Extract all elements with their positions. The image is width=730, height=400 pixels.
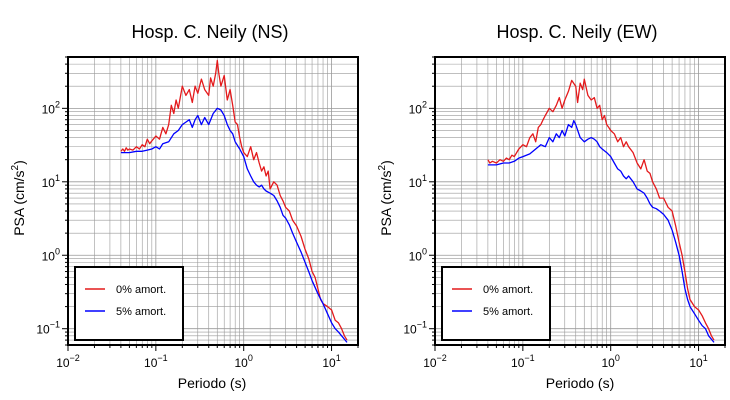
x-tick-label: 101 <box>322 353 340 370</box>
y-tick-label-exp: −1 <box>50 320 60 330</box>
y-axis-label-sup: 2 <box>10 164 21 170</box>
legend: 0% amort. 5% amort. <box>441 266 551 341</box>
y-tick-label-exp: 0 <box>422 246 427 256</box>
y-axis-label-close: ) <box>378 160 394 165</box>
x-tick-label-exp: −1 <box>157 353 167 363</box>
y-axis-label: PSA (cm/s2) <box>377 160 394 236</box>
series-line-0 <box>120 59 348 341</box>
series-line-0 <box>487 78 715 341</box>
x-tick-label-exp: 1 <box>336 353 341 363</box>
y-tick-label-base: 10 <box>42 176 56 190</box>
legend-box <box>74 266 184 341</box>
chart-panel-ns: Hosp. C. Neily (NS) Periodo (s) PSA (cm/… <box>10 22 359 391</box>
x-tick-label-exp: −2 <box>70 353 80 363</box>
legend-box <box>441 266 551 341</box>
plot-frame <box>67 56 359 346</box>
x-tick-label: 10−2 <box>423 353 447 370</box>
x-tick-label-exp: −2 <box>437 353 447 363</box>
y-tick-label-exp: 2 <box>55 99 60 109</box>
chart-title: Hosp. C. Neily (NS) <box>131 22 288 42</box>
y-tick-label-base: 10 <box>36 323 50 337</box>
x-tick-label-base: 10 <box>511 356 525 370</box>
x-tick-label-base: 10 <box>423 356 437 370</box>
chart-panel-ew: Hosp. C. Neily (EW) Periodo (s) PSA (cm/… <box>377 22 726 391</box>
x-tick-label: 10−1 <box>511 353 535 370</box>
y-tick-label: 100 <box>42 246 60 263</box>
y-tick-label: 10−1 <box>36 320 60 337</box>
x-tick-label-base: 10 <box>689 356 703 370</box>
y-axis-label-main: PSA (cm/s <box>11 170 27 235</box>
y-tick-label-base: 10 <box>403 323 417 337</box>
y-tick-label-base: 10 <box>409 249 423 263</box>
x-tick-label-base: 10 <box>602 356 616 370</box>
y-tick-label-base: 10 <box>409 102 423 116</box>
y-tick-label-base: 10 <box>409 176 423 190</box>
y-axis-label-main: PSA (cm/s <box>378 170 394 235</box>
x-tick-label: 101 <box>689 353 707 370</box>
x-tick-label-base: 10 <box>235 356 249 370</box>
y-tick-label-base: 10 <box>42 249 56 263</box>
legend-label-1: 5% amort. <box>116 306 166 318</box>
y-tick-label-exp: 1 <box>422 173 427 183</box>
y-tick-label-exp: 0 <box>55 246 60 256</box>
y-tick-label: 101 <box>409 173 427 190</box>
x-tick-label-exp: 1 <box>703 353 708 363</box>
y-tick-label-exp: 2 <box>422 99 427 109</box>
chart-title: Hosp. C. Neily (EW) <box>496 22 657 42</box>
y-tick-label-base: 10 <box>42 102 56 116</box>
legend-label-0: 0% amort. <box>483 284 533 296</box>
x-tick-label-exp: −1 <box>524 353 534 363</box>
y-tick-label: 100 <box>409 246 427 263</box>
x-axis-label: Periodo (s) <box>546 375 614 391</box>
y-axis-label-sup: 2 <box>377 164 388 170</box>
x-axis-label: Periodo (s) <box>178 375 246 391</box>
x-tick-label-base: 10 <box>56 356 70 370</box>
y-tick-label: 101 <box>42 173 60 190</box>
x-tick-label: 10−1 <box>144 353 168 370</box>
tick-marks <box>429 56 726 351</box>
tick-marks <box>62 56 359 351</box>
y-tick-label-exp: −1 <box>417 320 427 330</box>
x-tick-label-exp: 0 <box>248 353 253 363</box>
y-axis-label-close: ) <box>11 160 27 165</box>
legend-label-0: 0% amort. <box>116 284 166 296</box>
plot-frame <box>434 56 726 346</box>
legend: 0% amort. 5% amort. <box>74 266 184 341</box>
x-tick-label: 100 <box>235 353 253 370</box>
y-tick-label-exp: 1 <box>55 173 60 183</box>
x-tick-label: 10−2 <box>56 353 80 370</box>
y-tick-label: 10−1 <box>403 320 427 337</box>
y-axis-label: PSA (cm/s2) <box>10 160 27 236</box>
y-tick-label: 102 <box>409 99 427 116</box>
legend-label-1: 5% amort. <box>483 306 533 318</box>
x-tick-label-base: 10 <box>322 356 336 370</box>
series-line-1 <box>487 119 715 343</box>
x-tick-label-base: 10 <box>144 356 158 370</box>
y-tick-label: 102 <box>42 99 60 116</box>
x-tick-label-exp: 0 <box>615 353 620 363</box>
series-line-1 <box>120 107 348 343</box>
x-tick-label: 100 <box>602 353 620 370</box>
